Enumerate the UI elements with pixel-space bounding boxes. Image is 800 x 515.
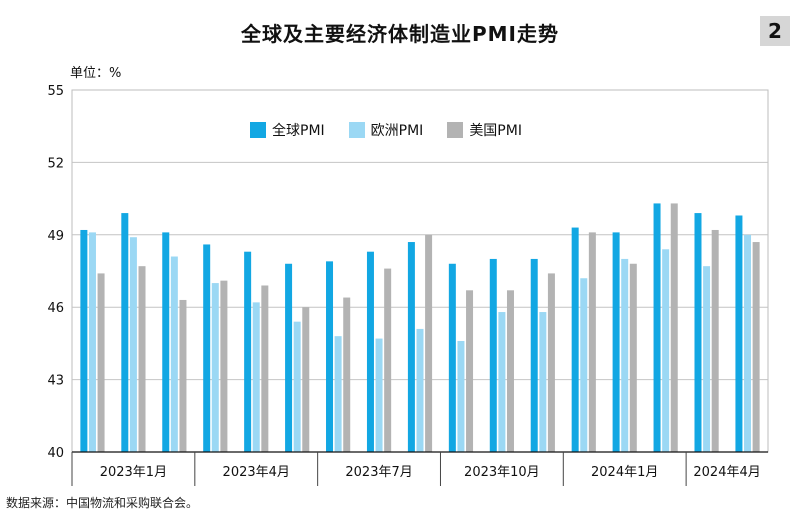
bar xyxy=(293,321,301,452)
bar xyxy=(252,302,260,452)
bar xyxy=(326,261,334,452)
x-tick-label: 2023年4月 xyxy=(223,465,290,480)
bar xyxy=(416,328,424,452)
bar xyxy=(735,215,743,452)
legend-item-usa: 美国PMI xyxy=(447,120,522,140)
bar xyxy=(211,283,219,452)
figure-number-badge: 2 xyxy=(760,16,790,46)
bar xyxy=(244,251,252,452)
y-tick-label: 49 xyxy=(47,229,64,244)
legend-swatch-usa xyxy=(447,122,464,138)
x-tick-label: 2024年4月 xyxy=(693,465,760,480)
y-tick-label: 46 xyxy=(47,301,64,316)
bar xyxy=(629,263,637,452)
y-tick-label: 40 xyxy=(47,446,64,461)
bar xyxy=(88,232,96,452)
bar xyxy=(653,203,661,452)
bar xyxy=(170,256,178,452)
bar xyxy=(448,263,456,452)
bar xyxy=(752,242,760,452)
bar xyxy=(580,278,588,452)
bar xyxy=(129,237,137,452)
legend-item-europe: 欧洲PMI xyxy=(348,120,424,140)
unit-label: 单位：% xyxy=(70,66,122,81)
y-tick-label: 52 xyxy=(47,156,64,171)
bar xyxy=(621,258,629,452)
bar xyxy=(466,290,474,452)
x-tick-label: 2024年1月 xyxy=(591,465,658,480)
bar xyxy=(703,266,711,452)
bar xyxy=(457,340,465,452)
bar xyxy=(366,251,374,452)
legend-item-global: 全球PMI xyxy=(250,120,325,140)
legend-label-global: 全球PMI xyxy=(272,123,325,139)
bar xyxy=(138,266,146,452)
bar xyxy=(203,244,211,452)
grid-lines xyxy=(72,161,768,381)
bar xyxy=(121,213,129,452)
bar xyxy=(588,232,596,452)
bar xyxy=(80,229,88,452)
bar xyxy=(744,234,752,452)
bar xyxy=(343,297,351,452)
y-tick-label: 43 xyxy=(47,374,64,389)
bar xyxy=(334,336,342,452)
x-tick-label: 2023年7月 xyxy=(345,465,412,480)
bar xyxy=(261,285,269,452)
bar xyxy=(407,242,415,452)
bar xyxy=(670,203,678,452)
bar xyxy=(489,258,497,452)
x-tick-label: 2023年1月 xyxy=(100,465,167,480)
bar-marks xyxy=(80,203,760,452)
legend-label-usa: 美国PMI xyxy=(469,123,522,139)
y-axis-ticks: 40 43 46 49 52 55 xyxy=(47,84,64,461)
bar xyxy=(547,273,555,452)
bar xyxy=(571,227,579,452)
bar xyxy=(97,273,105,452)
bar xyxy=(162,232,170,452)
bar xyxy=(694,213,702,452)
bar xyxy=(384,268,392,452)
bar xyxy=(506,290,514,452)
bar xyxy=(530,258,538,452)
bar xyxy=(285,263,293,452)
bar xyxy=(498,312,506,452)
bar xyxy=(662,249,670,452)
chart-title: 全球及主要经济体制造业PMI走势 xyxy=(240,22,559,46)
x-tick-label: 2023年10月 xyxy=(464,465,540,480)
legend-swatch-global xyxy=(250,122,266,138)
y-tick-label: 55 xyxy=(47,84,64,99)
bar xyxy=(220,280,228,452)
bar xyxy=(179,299,187,452)
bar xyxy=(302,307,310,452)
bar xyxy=(711,229,719,452)
bar xyxy=(425,234,433,452)
data-source: 数据来源：中国物流和采购联合会。 xyxy=(6,496,199,510)
x-axis: 2023年1月 2023年4月 2023年7月 2023年10月 2024年1月 2024… xyxy=(71,451,768,486)
legend-label-europe: 欧洲PMI xyxy=(370,123,424,139)
legend-swatch-europe xyxy=(348,122,365,138)
bar xyxy=(539,312,547,452)
legend: 全球PMI 欧洲PMI 美国PMI xyxy=(250,120,522,140)
bar xyxy=(612,232,620,452)
bar xyxy=(375,338,383,452)
